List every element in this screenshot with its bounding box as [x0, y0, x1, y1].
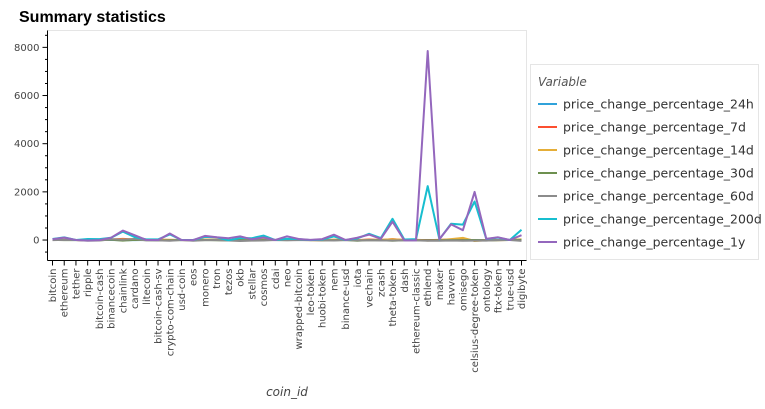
- x-tick-label: ripple: [83, 269, 94, 298]
- legend-label: price_change_percentage_24h: [563, 97, 754, 112]
- legend: Variable price_change_percentage_24hpric…: [530, 64, 762, 260]
- x-tick-label: tezos: [224, 269, 235, 296]
- x-tick-label: ethereum-classic: [411, 269, 422, 354]
- x-tick-label: nem: [329, 269, 340, 291]
- x-tick-label: huobi-token: [318, 269, 329, 329]
- x-tick-label: cdai: [271, 269, 282, 290]
- x-tick-label: vechain: [365, 269, 376, 308]
- x-tick-label: chainlink: [118, 268, 129, 313]
- x-tick-label: cardano: [130, 269, 141, 310]
- chart-title: Summary statistics: [19, 9, 166, 26]
- x-tick-label: zcash: [376, 269, 387, 297]
- legend-label: price_change_percentage_1y: [563, 235, 746, 250]
- x-tick-label: dash: [400, 269, 411, 293]
- legend-title: Variable: [538, 75, 587, 89]
- legend-label: price_change_percentage_60d: [563, 189, 754, 204]
- x-axis-label: coin_id: [266, 385, 308, 399]
- y-tick-label: 0: [33, 236, 39, 247]
- legend-box: [530, 64, 759, 260]
- x-tick-label: ethereum: [60, 269, 71, 318]
- x-tick-label: monero: [200, 269, 211, 307]
- x-tick-label: digibyte: [517, 269, 528, 310]
- x-tick-label: cosmos: [259, 269, 270, 307]
- series-line-price-change-percentage-1y: [52, 50, 522, 242]
- x-tick-label: wrapped-bitcoin: [294, 269, 305, 350]
- series-line-price-change-percentage-60d: [52, 238, 522, 242]
- y-tick-label: 4000: [14, 139, 39, 150]
- y-axis: 0 2000 4000 6000 8000: [14, 30, 48, 261]
- y-tick-label: 6000: [14, 91, 39, 102]
- x-tick-label: usd-coin: [177, 269, 188, 311]
- x-tick-label: havven: [447, 269, 458, 306]
- x-tick-label: stellar: [247, 268, 258, 300]
- x-tick-label: okb: [236, 269, 247, 287]
- x-tick-label: bitcoin-cash: [95, 269, 106, 330]
- x-tick-label: bitcoin-cash-sv: [154, 268, 165, 343]
- series-lines: [52, 50, 523, 242]
- x-tick-label: maker: [435, 268, 446, 300]
- x-tick-label: theta-token: [388, 269, 399, 327]
- x-tick-label: crypto-com-chain: [165, 269, 176, 357]
- legend-label: price_change_percentage_14d: [563, 143, 754, 158]
- x-tick-label: ftx-token: [494, 269, 505, 314]
- x-tick-label: tether: [71, 268, 82, 299]
- series-line-price-change-percentage-200d: [52, 185, 523, 242]
- x-axis: bitcoin ethereum tether ripple bitcoin-cash b…: [47, 260, 528, 373]
- legend-label: price_change_percentage_7d: [563, 120, 746, 135]
- legend-label: price_change_percentage_30d: [563, 166, 754, 181]
- x-tick-label: iota: [353, 269, 364, 288]
- x-tick-label: celsius-degree-token: [470, 269, 481, 373]
- x-tick-label: eos: [189, 269, 200, 286]
- legend-items: price_change_percentage_24h price_change_…: [538, 97, 762, 250]
- x-tick-label: litecoin: [142, 269, 153, 305]
- x-tick-label: bitcoin: [48, 269, 59, 303]
- legend-label: price_change_percentage_200d: [563, 212, 762, 227]
- x-tick-label: neo: [283, 269, 294, 288]
- x-tick-label: ethlend: [423, 269, 434, 307]
- y-tick-label: 2000: [14, 187, 39, 198]
- x-tick-label: true-usd: [505, 269, 516, 311]
- x-tick-label: leo-token: [306, 269, 317, 316]
- x-tick-label: binancecoin: [107, 269, 118, 329]
- x-tick-label: ontology: [482, 268, 493, 312]
- y-tick-label: 8000: [14, 43, 39, 54]
- x-tick-label: omisego: [458, 269, 469, 311]
- x-tick-label: binance-usd: [341, 269, 352, 330]
- x-tick-label: tron: [212, 269, 223, 289]
